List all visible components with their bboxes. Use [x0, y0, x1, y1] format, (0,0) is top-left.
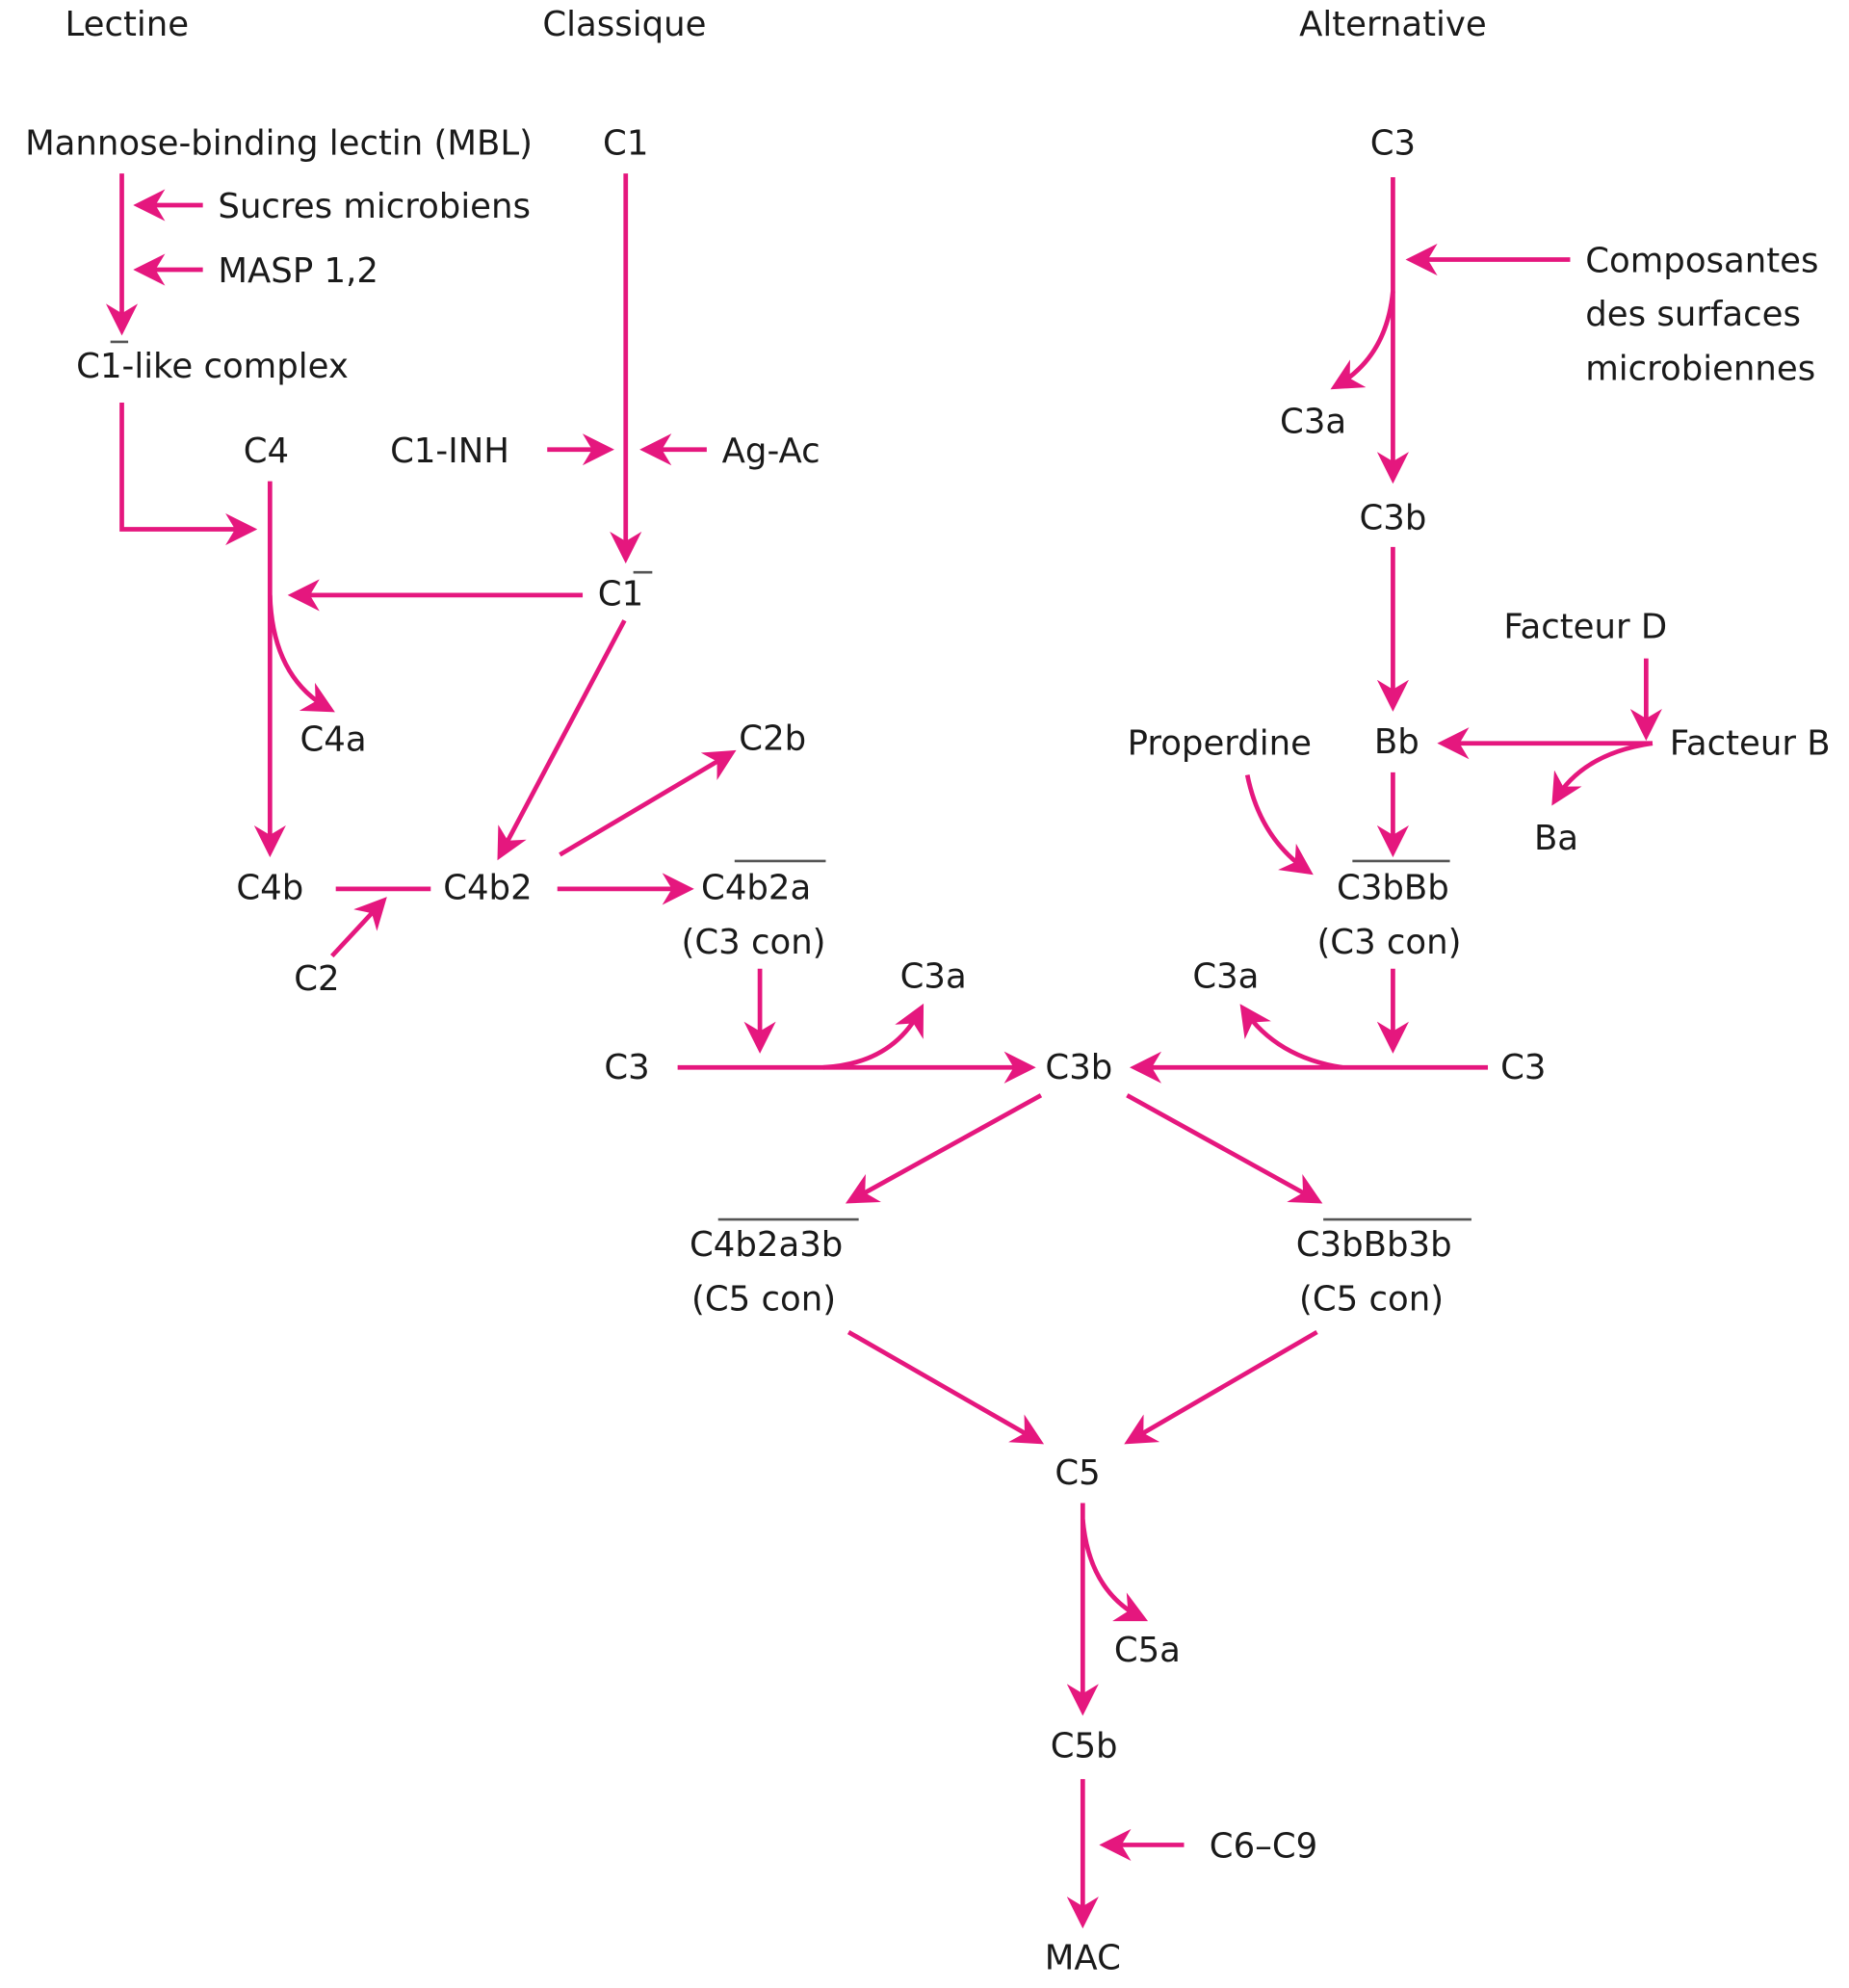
arrow-c3a-right [1239, 1004, 1343, 1070]
node-c4b2a: C4b2a [701, 868, 811, 907]
node-properdin: Properdine [1128, 724, 1312, 764]
header-lectin: Lectine [65, 5, 189, 44]
node-c2b: C2b [739, 719, 806, 758]
node-ba: Ba [1534, 819, 1578, 858]
arrow-c5con-left-to-c5 [846, 1329, 1045, 1445]
node-surface-line2: des surfaces [1585, 295, 1801, 334]
node-c5-convertase-left: (C5 con) [691, 1280, 836, 1320]
node-c4: C4 [244, 432, 289, 471]
node-c3bbb: C3bBb [1337, 868, 1449, 907]
arrow-c3b-to-c4b2a3b [845, 1093, 1043, 1204]
arrow-c1-to-c4b2 [497, 619, 627, 861]
header-classical: Classique [542, 5, 706, 44]
arrow-c4a [267, 594, 335, 713]
node-c3-right: C3 [1500, 1048, 1546, 1087]
node-ag-ac: Ag-Ac [722, 432, 820, 471]
arrow-c2 [330, 897, 387, 958]
node-surface-line1: Composantes [1585, 242, 1818, 281]
node-c5b: C5b [1051, 1727, 1118, 1766]
node-c3-convertase-classical: (C3 con) [682, 923, 826, 962]
node-c5-convertase-right: (C5 con) [1299, 1280, 1444, 1320]
node-c1-active: C1 [598, 574, 643, 614]
node-factor-d: Facteur D [1503, 608, 1667, 647]
node-factor-b: Facteur B [1670, 724, 1831, 764]
arrow-c3a-alt-top [1330, 291, 1395, 390]
arrow-c2b [559, 749, 737, 857]
node-c3b: C3b [1045, 1048, 1112, 1087]
header-alternative: Alternative [1299, 5, 1487, 44]
node-c3-convertase-alt: (C3 con) [1316, 923, 1461, 962]
node-c2: C2 [294, 959, 339, 999]
node-c3a-left: C3a [900, 956, 967, 996]
node-c4b2: C4b2 [443, 868, 532, 907]
node-sugars: Sucres microbiens [218, 187, 531, 226]
node-c1: C1 [603, 123, 648, 163]
node-mac: MAC [1045, 1938, 1121, 1977]
arrow-c3a-left [822, 1003, 924, 1070]
node-c5a: C5a [1114, 1631, 1181, 1670]
node-c1-like-complex: C1-like complex [76, 347, 349, 386]
node-c3b-alt-top: C3b [1359, 499, 1426, 538]
node-c4b: C4b [236, 868, 303, 907]
node-c5: C5 [1055, 1453, 1100, 1493]
node-c3a-alt-top: C3a [1280, 403, 1346, 442]
arrow-c5a [1080, 1519, 1149, 1622]
node-c3bbb3b: C3bBb3b [1296, 1225, 1452, 1265]
node-c4a: C4a [300, 720, 367, 760]
node-c4b2a3b: C4b2a3b [690, 1225, 843, 1265]
arrow-properdin [1244, 774, 1314, 876]
arrow-c5con-right-to-c5 [1124, 1329, 1318, 1445]
node-c3a-right: C3a [1192, 956, 1259, 996]
node-bb: Bb [1374, 722, 1419, 762]
node-masp: MASP 1,2 [218, 251, 378, 291]
node-c3-alt: C3 [1370, 123, 1416, 163]
node-mbl: Mannose-binding lectin (MBL) [25, 123, 533, 163]
arrow-c1like-to-c4 [119, 403, 258, 546]
node-surface-line3: microbiennes [1585, 349, 1815, 388]
node-c6-c9: C6–C9 [1210, 1827, 1317, 1867]
node-c3-left: C3 [604, 1048, 649, 1087]
node-c1-inh: C1-INH [390, 432, 509, 471]
arrow-c3b-to-c3bbb3b [1126, 1093, 1323, 1204]
arrow-ba [1551, 741, 1654, 806]
